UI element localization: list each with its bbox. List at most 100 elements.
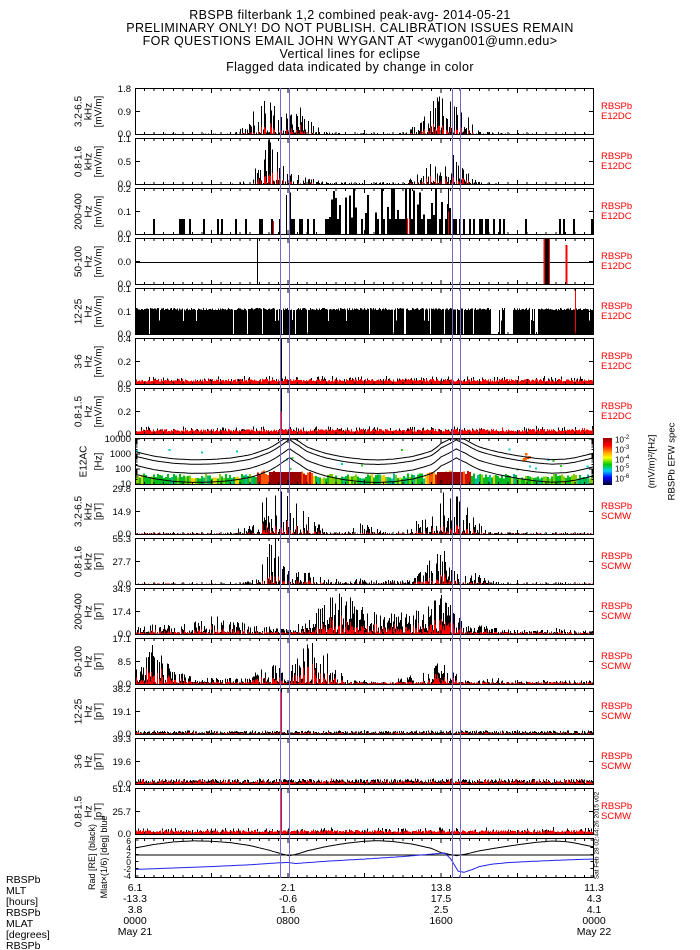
eph-ytick-6: 6 [126, 835, 131, 846]
spec-ytick-10000: 10000 [104, 434, 131, 445]
eclipse-line-0-1 [289, 88, 290, 878]
instrument-label: RBSPb [601, 500, 633, 512]
channel-label: E12DC [601, 410, 632, 422]
colorbar-tick-base: 10 [615, 474, 624, 484]
panel-e-0.8-1.5-hz [135, 388, 594, 435]
instrument-label: RBSPb [601, 650, 633, 662]
xaxis-row-label-6: RBSPb [6, 940, 41, 950]
colorbar-tick-exponent: -6 [623, 474, 630, 480]
instrument-label: RBSPb [601, 100, 633, 112]
panel-e-0.8-1.6-khz [135, 138, 594, 185]
colorbar-tick-2: 10-4 [615, 455, 629, 465]
xaxis-column-1-row-2: 1.6 [280, 904, 296, 916]
panel-8-ytick-1: 14.9 [112, 506, 132, 518]
panel-0-ytick-0: 1.8 [117, 84, 131, 95]
instrument-label: RBSPb [601, 200, 633, 212]
panel-14-ytick-0: 51.4 [112, 784, 132, 795]
panel-5-ytick-0: 0.4 [117, 334, 131, 345]
panel-9-right-label: RBSPb SCMW [601, 550, 633, 572]
panel-b-50-100-hz [135, 638, 594, 685]
panel-1-ytick-0: 1.1 [117, 134, 131, 145]
spec-ytick-100: 100 [115, 464, 131, 476]
panel-4-ytick-0: 0.1 [117, 284, 131, 295]
colorbar-tick-exponent: -4 [623, 454, 630, 461]
panel-0-ytick-1: 0.9 [117, 106, 131, 118]
colorbar-tick-0: 10-2 [615, 435, 629, 445]
panel-5-right-label: RBSPb E12DC [601, 351, 632, 372]
panel-10-ytick-2: 0.0 [117, 629, 131, 640]
panel-13-ytick-1: 19.6 [112, 756, 132, 768]
panel-2-ytick-2: 0.0 [117, 229, 131, 240]
channel-label: E12DC [601, 360, 632, 372]
panel-6-ytick-0: 0.5 [117, 384, 131, 395]
xaxis-row-label-1: MLT [6, 885, 27, 897]
panel-3-right-label: RBSPb E12DC [601, 251, 632, 272]
xaxis-column-0-row-2: 3.8 [127, 904, 143, 916]
colorbar-tick-base: 10 [615, 455, 624, 465]
spec-ytick-1000: 1000 [109, 448, 131, 460]
eph-ytick-4: 4 [126, 842, 131, 853]
panel-6-ytick-2: 0.0 [117, 429, 131, 440]
panel-12-ytick-1: 19.1 [112, 706, 132, 718]
channel-label: SCMW [601, 660, 632, 672]
panel-5-ytick-2: 0.0 [117, 379, 131, 390]
panel-13-ytick-2: 0.0 [117, 779, 131, 790]
panel-e-12-25-hz [135, 288, 594, 335]
channel-label: E12DC [601, 260, 632, 272]
panel-1-ytick-1: 0.5 [117, 156, 131, 168]
panel-0-ytick-2: 0.0 [117, 129, 131, 140]
colorbar-tick-base: 10 [615, 464, 624, 474]
instrument-label: RBSPb [601, 550, 633, 562]
channel-label: SCMW [601, 760, 632, 772]
panel-13-ytick-0: 39.3 [112, 734, 132, 745]
panel-3-ytick-2: 0.0 [117, 279, 131, 290]
xaxis-column-0-row-1: -13.3 [123, 893, 147, 905]
colorbar-tick-3: 10-5 [615, 464, 629, 474]
panel-9-ytick-1: 27.7 [112, 556, 132, 568]
eph-ytick-2: 2 [126, 849, 131, 860]
plot-title-line-5: Flagged data indicated by change in colo… [226, 60, 474, 74]
instrument-label: RBSPb [601, 400, 633, 412]
creation-stamp: Sat Feb 28 02:44:26 2015 v02 [593, 791, 601, 880]
channel-label: E12DC [601, 210, 632, 222]
xaxis-row-label-2: [hours] [6, 896, 39, 908]
colorbar-tick-base: 10 [615, 445, 624, 455]
panel-4-ytick-1: 0.1 [117, 306, 131, 318]
panel-6-right-label: RBSPb E12DC [601, 400, 633, 422]
panel-b-3-6-hz [135, 738, 594, 785]
xaxis-column-2-row-1: 17.5 [430, 893, 452, 905]
panel-12-ytick-0: 38.2 [112, 684, 132, 695]
panel-14-ytick-2: 0.0 [117, 829, 131, 840]
colorbar-tick-4: 10-6 [615, 474, 629, 484]
panel-8-ytick-0: 29.8 [112, 484, 132, 495]
panel-ephemeris [135, 838, 594, 878]
channel-label: SCMW [601, 710, 632, 722]
panel-5-ytick-1: 0.2 [117, 356, 131, 368]
channel-label: E12DC [601, 160, 632, 172]
plot-title-line-4: Vertical lines for eclipse [279, 47, 421, 61]
panel-b-200-400-hz [135, 588, 594, 635]
spec-right-label: RBSPb EFW spec [666, 422, 678, 500]
panel-e-200-400-hz [135, 188, 594, 235]
panel-10-right-label: RBSPb SCMW [601, 601, 632, 622]
panel-0-right-label: RBSPb E12DC [601, 100, 633, 122]
xaxis-column-1-row-3: 0800 [276, 915, 300, 927]
colorbar-tick-exponent: -5 [623, 464, 630, 471]
xaxis-column-1-row-1: -0.6 [278, 893, 298, 905]
spec-ytick-10: 10 [120, 479, 131, 490]
panel-2-ytick-1: 0.1 [117, 206, 131, 218]
channel-label: SCMW [601, 510, 632, 522]
xaxis-row-label-4: MLAT [6, 918, 34, 930]
instrument-label: RBSPb [601, 750, 633, 762]
channel-label: SCMW [601, 810, 632, 822]
panel-12-right-label: RBSPb SCMW [601, 701, 632, 722]
xaxis-column-2-row-3: 1600 [429, 915, 453, 927]
colorbar-tick-exponent: -3 [623, 444, 630, 451]
panel-b-12-25-hz [135, 688, 594, 735]
panel-9-ytick-0: 55.3 [112, 534, 132, 545]
panel-e-3.2-6.5-khz [135, 88, 594, 135]
panel-3-ytick-1: 0.0 [117, 256, 131, 268]
xaxis-column-0-row-0: 6.1 [127, 882, 143, 894]
colorbar-units-label: (mV/m)²/[Hz] [646, 434, 658, 488]
instrument-label: RBSPb [601, 800, 633, 812]
